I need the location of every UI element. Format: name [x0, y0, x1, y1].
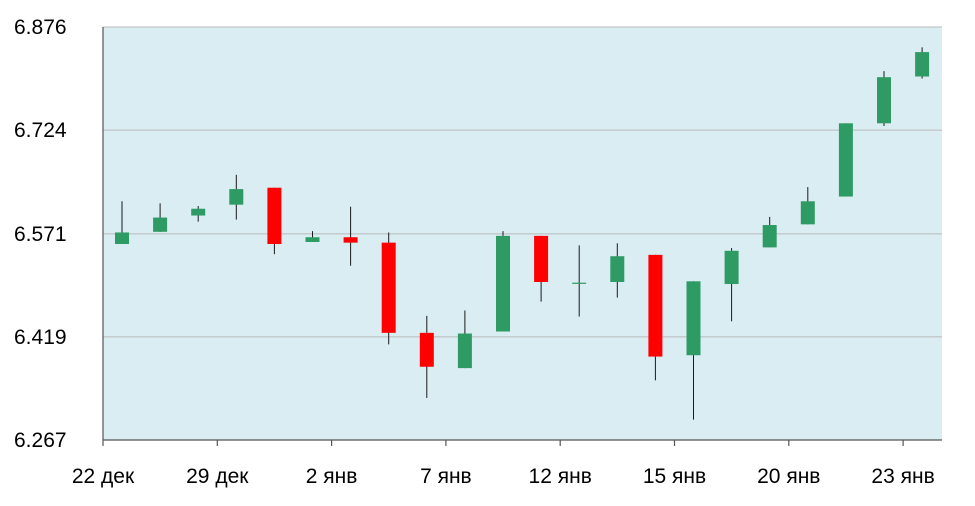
candle [724, 248, 739, 322]
candle-body-up [838, 123, 853, 197]
candle-body-up [762, 225, 777, 248]
y-tick-label: 6.571 [14, 223, 67, 246]
candle [648, 254, 663, 381]
candle [800, 187, 815, 225]
y-tick-label: 6.419 [14, 326, 67, 349]
x-axis-ticks: 22 дек 29 дек 2 янв 7 янв 12 янв 15 янв 20 янв… [72, 440, 935, 488]
candle [381, 232, 396, 345]
candle-body-up [153, 217, 168, 232]
x-tick-label: 2 янв [306, 465, 358, 488]
candle [877, 71, 891, 127]
y-tick-label: 6.267 [14, 429, 67, 452]
candles [115, 47, 930, 420]
x-tick-label: 20 янв [757, 465, 820, 488]
axes [102, 27, 942, 441]
candle-body-up [115, 232, 129, 245]
candle [838, 123, 853, 197]
x-tick-label: 23 янв [871, 465, 934, 488]
y-tick-label: 6.876 [14, 16, 67, 39]
candle-body-up [457, 333, 472, 369]
candle-body-down [419, 332, 434, 367]
candle-body-up [191, 208, 206, 216]
candle [191, 206, 206, 222]
candle [534, 235, 549, 302]
candle-body-up [572, 282, 587, 284]
candle [267, 187, 282, 255]
candle-body-up [800, 201, 815, 225]
candle-body-up [229, 189, 244, 205]
candle-body-up [496, 235, 510, 332]
candle [419, 315, 434, 398]
x-tick-label: 15 янв [643, 465, 706, 488]
candle [572, 245, 587, 317]
candle-body-up [724, 250, 739, 285]
y-tick-label: 6.724 [14, 119, 67, 142]
candle [686, 281, 701, 420]
candle [610, 243, 625, 298]
candle [915, 47, 930, 79]
candle [305, 231, 320, 242]
x-tick-label: 22 дек [72, 465, 135, 488]
candle-body-down [648, 254, 663, 357]
candle-body-down [534, 235, 549, 282]
candle-body-down [267, 187, 282, 245]
candle [496, 231, 510, 332]
candle-body-up [686, 281, 701, 356]
candle [343, 206, 358, 266]
x-tick-label: 12 янв [529, 465, 592, 488]
gridlines [103, 26, 942, 338]
x-tick-label: 7 янв [420, 465, 472, 488]
candle-body-up [915, 52, 930, 77]
candle-body-up [610, 256, 625, 282]
candle [762, 216, 777, 248]
x-tick-label: 29 дек [186, 465, 249, 488]
candle [153, 203, 168, 232]
candle-body-down [381, 242, 396, 333]
y-axis-ticks: 6.876 6.724 6.571 6.419 6.267 [14, 16, 67, 452]
candle-body-down [343, 237, 358, 243]
candle [229, 174, 244, 220]
candle-body-up [305, 237, 320, 242]
candle-body-up [877, 77, 891, 124]
candle [457, 310, 472, 369]
candle [115, 201, 129, 245]
